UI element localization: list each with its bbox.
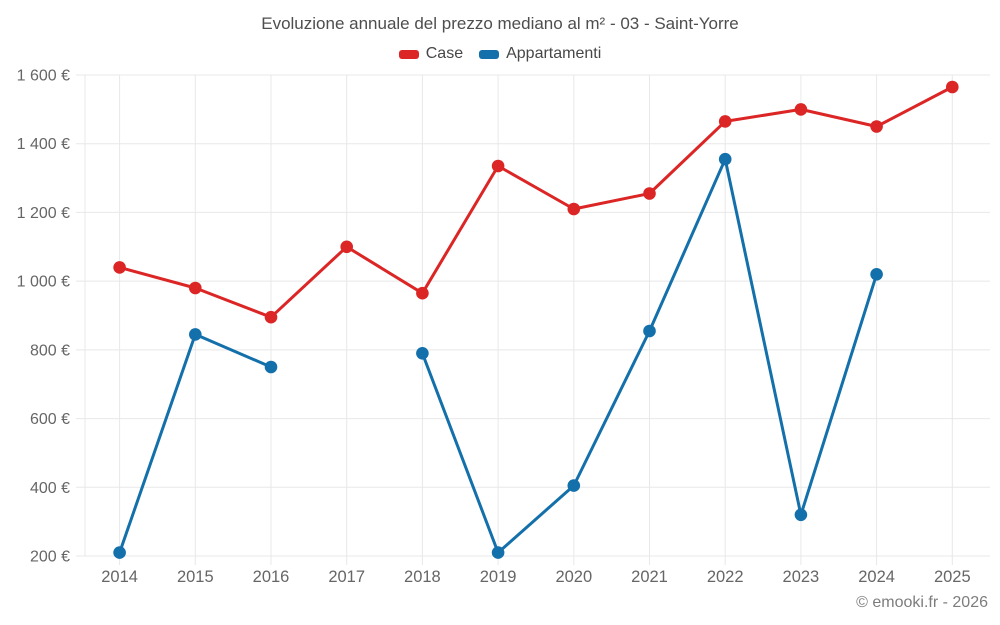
chart-title: Evoluzione annuale del prezzo mediano al… [261,14,739,33]
appartamenti-point-2024 [870,268,883,281]
x-axis-label: 2023 [783,568,820,586]
y-axis-label: 1 000 € [17,274,70,291]
case-point-2016 [264,310,278,324]
case-line [118,85,954,319]
x-axis-label: 2021 [631,568,668,586]
case-point-2017 [340,240,354,254]
case-point-2015 [189,281,202,295]
legend-item-case[interactable]: Case [398,45,464,63]
appartamenti-point-2020 [567,479,581,492]
x-axis-label: 2014 [101,568,138,586]
x-axis-label: 2019 [480,568,517,586]
case-point-2018 [416,286,429,300]
appartamenti-point-2015 [189,328,202,341]
y-axis-label: 600 € [30,411,70,428]
case-color-swatch-icon [398,49,419,59]
x-axis-label: 2015 [177,568,214,586]
y-axis-label: 200 € [30,549,70,566]
appartamenti-point-2021 [643,324,656,338]
case-point-2021 [643,187,656,200]
legend-label-appartamenti: Appartamenti [506,45,602,62]
y-axis-label: 1 600 € [17,68,70,85]
watermark: © emooki.fr - 2026 [856,594,988,611]
legend: Case Appartamenti [0,45,1000,63]
legend-item-appartamenti[interactable]: Appartamenti [479,45,601,63]
appartamenti-point-2019 [491,546,505,559]
x-axis-label: 2018 [404,568,441,586]
y-axis-label: 400 € [30,480,70,497]
x-axis-label: 2016 [253,568,290,586]
appartamenti-point-2014 [113,546,126,559]
case-point-2023 [794,103,808,116]
appartamenti-color-swatch-icon [479,49,500,59]
legend-label-case: Case [425,45,464,62]
appartamenti-point-2018 [416,347,429,360]
appartamenti-point-2016 [264,360,278,374]
x-axis-label: 2024 [858,568,895,586]
appartamenti-point-2022 [718,152,732,166]
case-point-2024 [870,120,883,133]
case-point-2019 [491,159,505,173]
case-point-2020 [567,202,581,216]
x-axis-label: 2020 [555,568,592,586]
x-axis-label: 2017 [328,568,365,586]
case-point-2025 [946,80,959,94]
y-axis-label: 1 200 € [17,205,70,222]
case-point-2022 [718,115,732,128]
y-axis-label: 1 400 € [17,136,70,153]
x-axis-label: 2022 [707,568,744,586]
case-point-2014 [113,261,126,274]
appartamenti-point-2023 [794,508,808,522]
x-axis-label: 2025 [934,568,971,586]
y-axis-label: 800 € [30,342,70,359]
